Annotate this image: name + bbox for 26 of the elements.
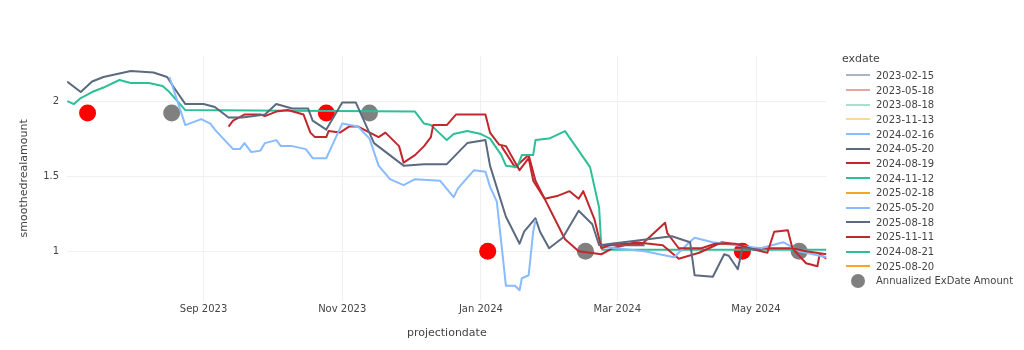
- legend-label: 2024-08-19: [876, 157, 935, 169]
- legend-title: exdate: [842, 52, 881, 65]
- legend-label: Annualized ExDate Amount: [876, 275, 1014, 287]
- legend-label: 2023-02-15: [876, 69, 935, 81]
- legend-label: 2023-11-13: [876, 113, 935, 125]
- x-axis-title: projectiondate: [406, 326, 487, 340]
- y-axis-title: smoothedrealamount: [17, 118, 31, 238]
- legend-label: 2023-08-18: [876, 99, 935, 111]
- y-tick-label: 1.5: [43, 169, 60, 181]
- legend-label: 2024-02-16: [876, 128, 935, 140]
- legend-label: 2025-08-18: [876, 216, 935, 228]
- legend-label: 2024-05-20: [876, 143, 935, 155]
- x-tick-label: May 2024: [731, 303, 781, 315]
- y-tick-label: 2: [52, 94, 60, 106]
- legend-label: 2024-11-12: [876, 172, 935, 184]
- legend-label: 2025-02-18: [876, 187, 935, 199]
- legend-label: 2025-05-20: [876, 202, 935, 214]
- legend-label: 2025-08-20: [876, 260, 935, 272]
- legend-label: 2024-08-21: [876, 246, 935, 258]
- legend-label: 2025-11-11: [876, 231, 935, 243]
- x-tick-label: Sep 2023: [179, 303, 228, 315]
- x-tick-label: Mar 2024: [593, 303, 642, 315]
- x-tick-label: Nov 2023: [318, 303, 367, 315]
- legend-label: 2023-05-18: [876, 84, 935, 96]
- x-tick-label: Jan 2024: [457, 303, 503, 315]
- y-tick-label: 1: [52, 244, 60, 256]
